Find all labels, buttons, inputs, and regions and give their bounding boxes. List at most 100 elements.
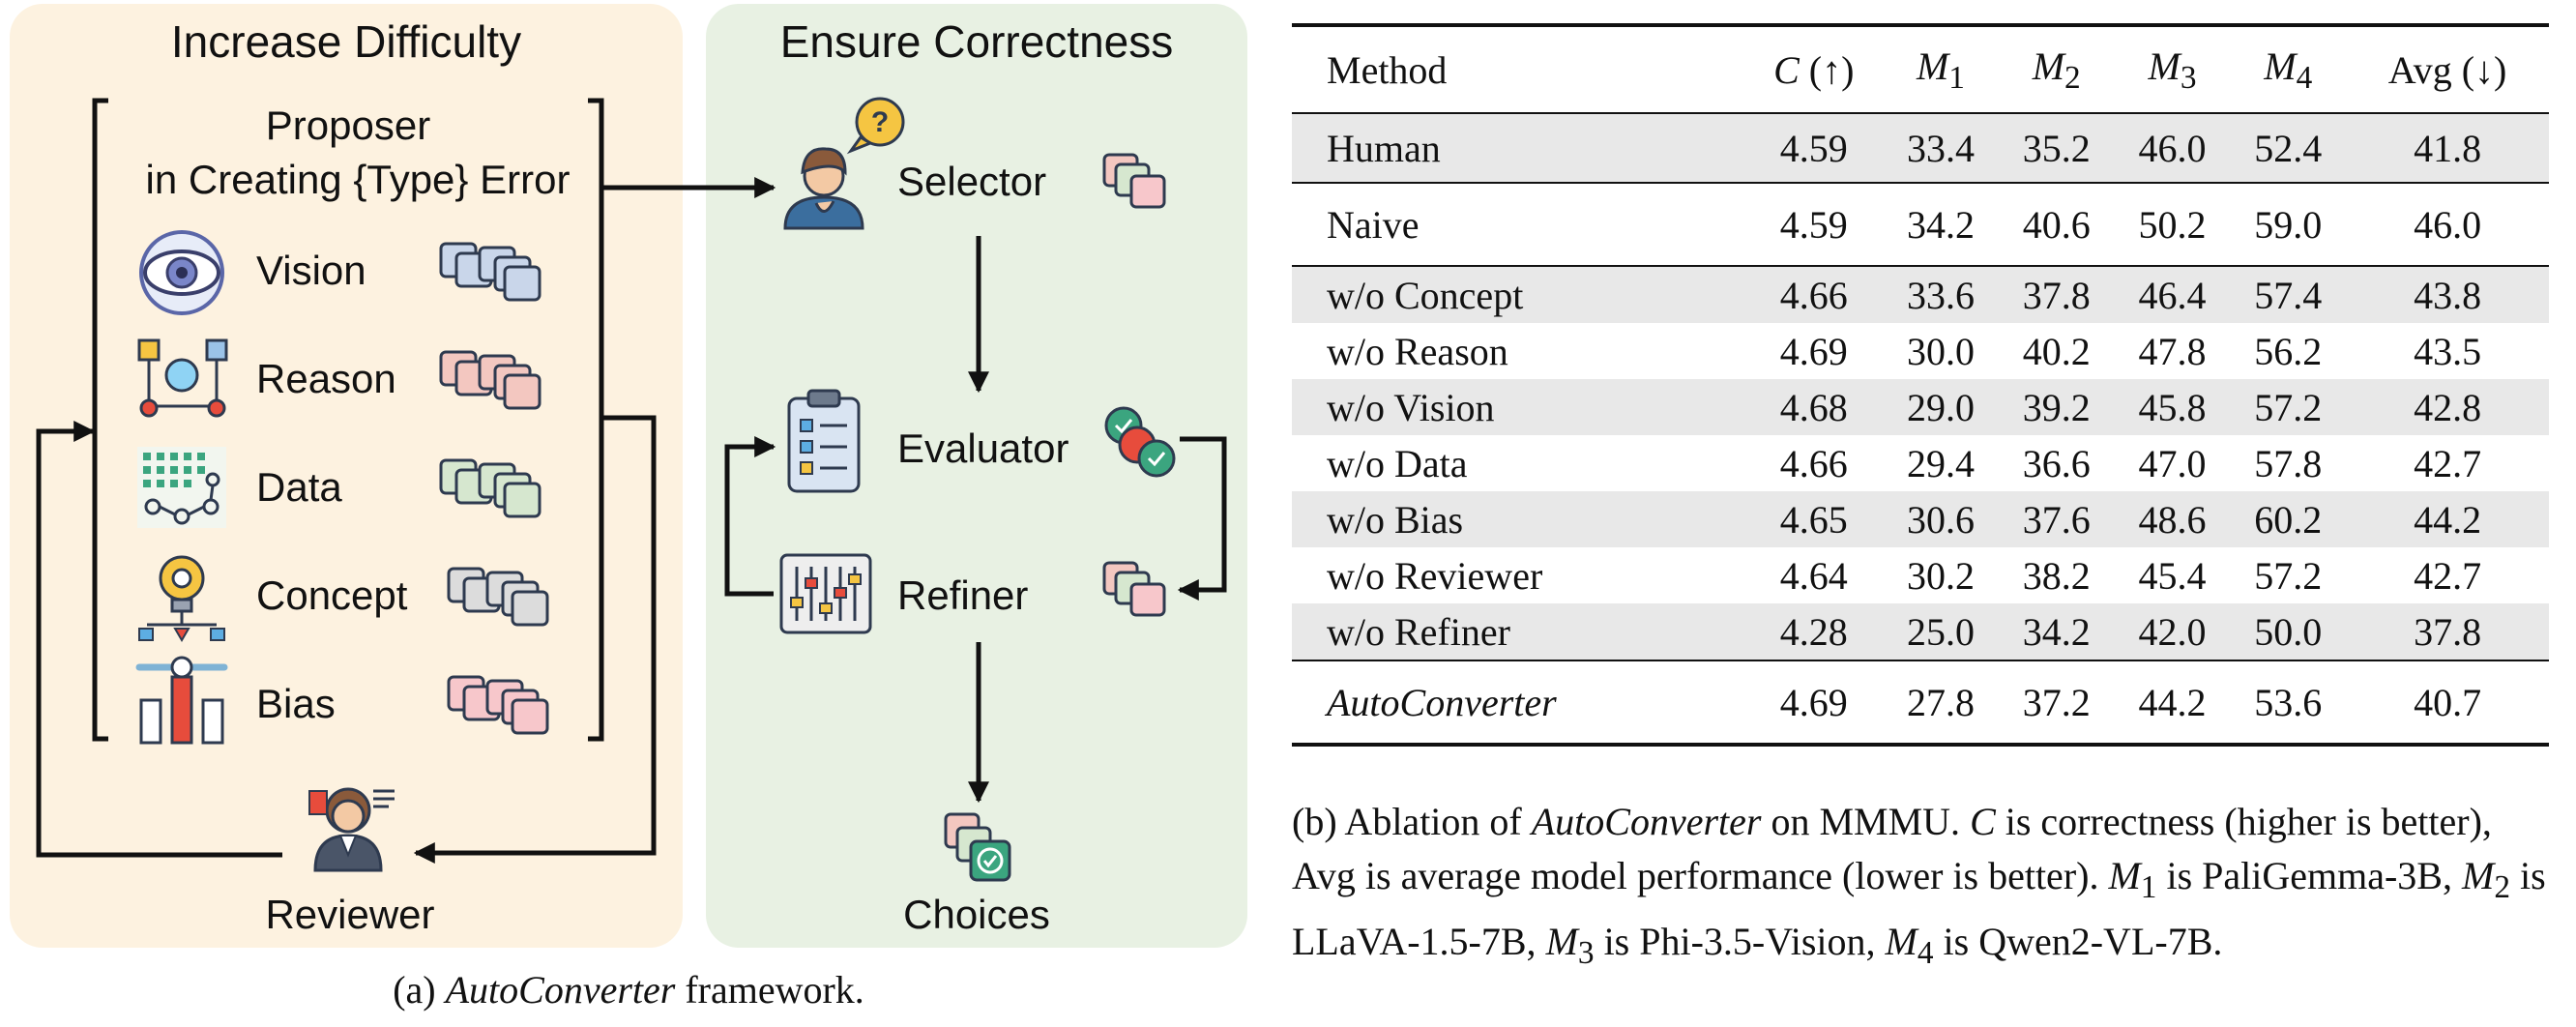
- concept-error-stack: [447, 567, 549, 627]
- cell: 30.0: [1906, 329, 1975, 373]
- cell: 57.2: [2254, 553, 2323, 598]
- cell: 46.0: [2114, 113, 2231, 183]
- table-row: AutoConverter 4.69 27.8 37.2 44.2 53.6 4…: [1292, 660, 2549, 745]
- question-mark: ?: [871, 106, 889, 138]
- cell: 34.2: [1906, 202, 1975, 247]
- cell: 44.2: [2138, 680, 2207, 724]
- cell: 4.68: [1744, 379, 1884, 435]
- cell: 56.2: [2254, 329, 2323, 373]
- refiner-label: Refiner: [897, 572, 1029, 618]
- reason-label: Reason: [256, 356, 396, 401]
- proposer-sublabel: in Creating {Type} Error: [145, 157, 571, 202]
- choices-label: Choices: [903, 892, 1050, 937]
- right-bracket: [588, 98, 604, 742]
- figure-a-caption: (a) AutoConverter framework.: [393, 968, 864, 1012]
- question-bubble-icon: ?: [846, 97, 905, 155]
- cell: 35.2: [1998, 113, 2115, 183]
- table-row: w/o Bias 4.65 30.6 37.6 48.6 60.2 44.2: [1292, 491, 2549, 547]
- cell: 37.6: [1998, 491, 2115, 547]
- cell: 42.8: [2346, 379, 2549, 435]
- vision-error-stack: [439, 242, 542, 302]
- header-method: Method: [1327, 47, 1448, 92]
- selector-label: Selector: [897, 159, 1047, 204]
- vision-label: Vision: [256, 248, 366, 293]
- cell: 57.2: [2230, 379, 2347, 435]
- ablation-table: Method C (↑) M1 M2 M3 M4 Avg (↓) Human 4…: [1292, 23, 2549, 747]
- header-avg: Avg (↓): [2387, 47, 2507, 92]
- cell: 4.59: [1744, 113, 1884, 183]
- evaluator-label: Evaluator: [897, 425, 1069, 471]
- table-b-caption: (b) Ablation of AutoConverter on MMMU. C…: [1292, 800, 2546, 971]
- row-method: Naive: [1327, 202, 1420, 247]
- arrow-refiner-to-evaluator: [724, 436, 776, 597]
- cell: 37.8: [2346, 603, 2549, 660]
- row-method: w/o Vision: [1292, 379, 1745, 435]
- row-method: w/o Data: [1327, 441, 1468, 485]
- cell: 57.4: [2230, 266, 2347, 323]
- cell: 4.28: [1744, 603, 1884, 660]
- bias-error-stack: [447, 675, 549, 735]
- ensure-correctness-title: Ensure Correctness: [779, 16, 1174, 67]
- cell: 47.8: [2138, 329, 2207, 373]
- cell: 4.69: [1779, 680, 1848, 724]
- cell: 33.4: [1883, 113, 1999, 183]
- cell: 39.2: [1998, 379, 2115, 435]
- cell: 43.8: [2346, 266, 2549, 323]
- table-row: w/o Concept 4.66 33.6 37.8 46.4 57.4 43.…: [1292, 266, 2549, 323]
- choices-stack-icon: [944, 812, 1011, 882]
- table-row: w/o Data 4.66 29.4 36.6 47.0 57.8 42.7: [1292, 435, 2549, 491]
- cell: 57.8: [2254, 441, 2323, 485]
- cell: 59.0: [2254, 202, 2323, 247]
- cell: 30.2: [1906, 553, 1975, 598]
- cell: 29.0: [1883, 379, 1999, 435]
- reason-error-stack: [439, 350, 542, 410]
- refiner-output-stack: [1102, 561, 1166, 617]
- cell: 45.8: [2114, 379, 2231, 435]
- left-bracket: [92, 98, 108, 742]
- data-label: Data: [256, 464, 342, 510]
- cell: 44.2: [2346, 491, 2549, 547]
- table-row: Human 4.59 33.4 35.2 46.0 52.4 41.8: [1292, 113, 2549, 183]
- cell: 30.6: [1883, 491, 1999, 547]
- row-method: Human: [1292, 113, 1745, 183]
- cell: 41.8: [2346, 113, 2549, 183]
- cell: 38.2: [2022, 553, 2091, 598]
- lightbulb-gear-icon: [138, 555, 225, 642]
- cell: 27.8: [1906, 680, 1975, 724]
- reviewer-label: Reviewer: [265, 892, 435, 937]
- row-method: w/o Refiner: [1292, 603, 1745, 660]
- header-m3: M3: [2148, 44, 2197, 96]
- cell: 25.0: [1883, 603, 1999, 660]
- cell: 42.7: [2414, 441, 2482, 485]
- table-row: w/o Reviewer 4.64 30.2 38.2 45.4 57.2 42…: [1292, 547, 2549, 603]
- mixer-sliders-icon: [779, 553, 872, 634]
- flowchart-icon: [137, 338, 228, 418]
- cell: 4.66: [1779, 441, 1848, 485]
- cell: 46.0: [2414, 202, 2482, 247]
- table-row: w/o Refiner 4.28 25.0 34.2 42.0 50.0 37.…: [1292, 603, 2549, 660]
- arrow-evaluator-to-output: [1177, 436, 1227, 601]
- table-row: w/o Reason 4.69 30.0 40.2 47.8 56.2 43.5: [1292, 323, 2549, 379]
- arrow-to-reviewer: [413, 415, 657, 864]
- header-m1: M1: [1916, 44, 1965, 96]
- cell: 4.59: [1779, 202, 1848, 247]
- row-method: AutoConverter: [1327, 680, 1557, 724]
- concept-label: Concept: [256, 572, 408, 618]
- reviewer-icon: [308, 787, 395, 872]
- cell: 4.64: [1779, 553, 1848, 598]
- table-row: w/o Vision 4.68 29.0 39.2 45.8 57.2 42.8: [1292, 379, 2549, 435]
- proposer-label: Proposer: [265, 103, 431, 148]
- cell: 47.0: [2138, 441, 2207, 485]
- row-method: w/o Reason: [1327, 329, 1508, 373]
- cell: 60.2: [2230, 491, 2347, 547]
- cell: 52.4: [2230, 113, 2347, 183]
- selector-person-icon: [783, 147, 864, 230]
- cell: 42.0: [2114, 603, 2231, 660]
- cell: 40.7: [2414, 680, 2482, 724]
- cell: 40.2: [2022, 329, 2091, 373]
- row-method: w/o Concept: [1292, 266, 1745, 323]
- cell: 40.6: [2022, 202, 2091, 247]
- header-m4: M4: [2264, 44, 2313, 96]
- header-m2: M2: [2032, 44, 2081, 96]
- raised-hands-icon: [135, 656, 228, 745]
